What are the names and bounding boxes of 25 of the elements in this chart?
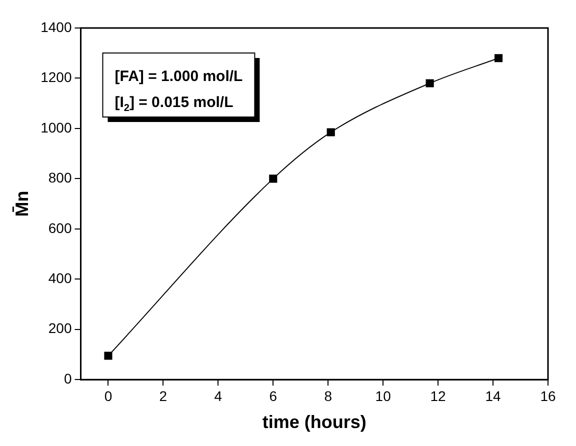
point [269, 174, 278, 183]
x-tick-label: 16 [540, 388, 556, 404]
y-tick-label: 0 [64, 370, 72, 386]
point [104, 352, 112, 360]
annotation: [FA] = 1.000 mol/L [114, 68, 243, 85]
point [494, 54, 503, 62]
x-tick-label: 10 [375, 388, 392, 404]
y-tick-label: 1200 [40, 69, 72, 86]
y-tick-label: 1400 [40, 18, 72, 35]
y-tick-label: 200 [48, 320, 72, 336]
x-tick-label: 6 [269, 388, 278, 404]
x-tick-label: 0 [104, 388, 112, 404]
x-tick-label: 14 [485, 388, 502, 404]
y-tick-label: 800 [48, 170, 72, 186]
point [426, 79, 434, 88]
y-tick-label: 600 [48, 220, 72, 236]
x-tick-label: 2 [159, 388, 168, 404]
y-axis-title: M̄n [12, 190, 32, 217]
point [326, 128, 335, 136]
x-tick-label: 8 [324, 388, 332, 404]
y-tick-label: 400 [48, 270, 72, 286]
x-tick-label: 4 [214, 388, 222, 404]
x-axis-title: time (hours) [262, 412, 366, 432]
y-tick-label: 1000 [40, 119, 72, 136]
x-tick-label: 12 [430, 388, 446, 404]
